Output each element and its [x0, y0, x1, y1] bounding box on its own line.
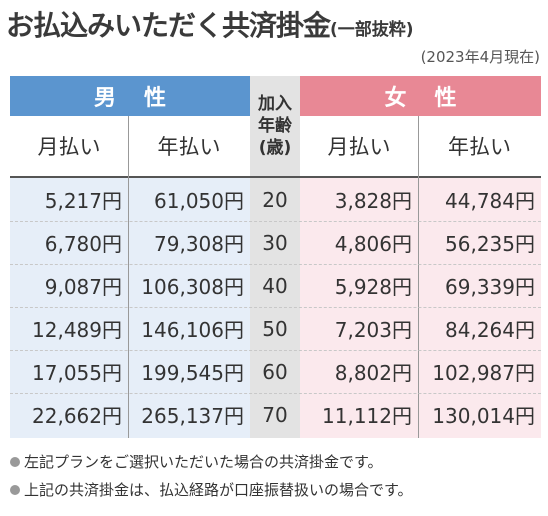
- title-sub: (一部抜粋): [330, 20, 414, 40]
- male-monthly-cell: 17,055円: [32, 361, 122, 385]
- female-header: 女性: [300, 76, 541, 116]
- table-row: 9,087円 106,308円 40 5,928円 69,339円: [10, 264, 541, 307]
- row-divider: [10, 393, 541, 394]
- male-annual-cell: 61,050円: [154, 189, 244, 213]
- divider: [418, 116, 419, 438]
- age-header-line1: 加入: [258, 94, 292, 114]
- age-cell: 30: [262, 230, 288, 255]
- male-annual-cell: 146,106円: [141, 318, 244, 342]
- footnote-text: 左記プランをご選択いただいた場合の共済掛金です。: [24, 453, 383, 471]
- male-header: 男性: [10, 76, 250, 116]
- row-divider: [10, 350, 541, 351]
- male-block: 男性 月払い 年払い: [10, 76, 250, 438]
- age-cell: 70: [262, 402, 288, 427]
- female-monthly-cell: 11,112円: [322, 404, 412, 428]
- table-row: 12,489円 146,106円 50 7,203円 84,264円: [10, 307, 541, 350]
- footnote-text: 上記の共済掛金は、払込経路が口座振替扱いの場合です。: [24, 481, 413, 499]
- male-monthly-cell: 9,087円: [44, 275, 122, 299]
- female-monthly-cell: 5,928円: [334, 275, 412, 299]
- male-annual-cell: 106,308円: [141, 275, 244, 299]
- male-annual-cell: 265,137円: [141, 404, 244, 428]
- row-divider: [10, 307, 541, 308]
- row-divider: [10, 264, 541, 265]
- footnote: 上記の共済掛金は、払込経路が口座振替扱いの場合です。: [10, 476, 413, 504]
- male-monthly-cell: 12,489円: [32, 318, 122, 342]
- male-annual-header: 年払い: [128, 116, 250, 178]
- table-row: 22,662円 265,137円 70 11,112円 130,014円: [10, 393, 541, 436]
- female-monthly-header: 月払い: [300, 116, 418, 178]
- age-cell: 20: [262, 187, 288, 212]
- row-divider: [10, 221, 541, 222]
- age-header: 加入 年齢 (歳): [250, 76, 300, 178]
- female-block: 女性 月払い 年払い: [300, 76, 541, 438]
- female-annual-header: 年払い: [418, 116, 541, 178]
- table-body: 5,217円 61,050円 20 3,828円 44,784円 6,780円 …: [10, 178, 541, 438]
- page-title: お払込みいただく共済掛金(一部抜粋): [6, 4, 414, 44]
- female-monthly-cell: 7,203円: [334, 318, 412, 342]
- male-annual-cell: 79,308円: [154, 232, 244, 256]
- footnote: 左記プランをご選択いただいた場合の共済掛金です。: [10, 448, 413, 476]
- table-row: 5,217円 61,050円 20 3,828円 44,784円: [10, 178, 541, 221]
- male-monthly-cell: 6,780円: [44, 232, 122, 256]
- female-annual-cell: 44,784円: [445, 189, 535, 213]
- table-row: 6,780円 79,308円 30 4,806円 56,235円: [10, 221, 541, 264]
- age-cell: 40: [262, 273, 288, 298]
- female-monthly-cell: 3,828円: [334, 189, 412, 213]
- age-header-line3: (歳): [258, 138, 292, 158]
- bullet-icon: [10, 485, 20, 495]
- age-block: 加入 年齢 (歳): [250, 76, 300, 438]
- premium-table: 男性 月払い 年払い 加入 年齢 (歳) 女性 月払い 年払い 5,217円 6…: [10, 76, 541, 438]
- female-annual-cell: 102,987円: [432, 361, 535, 385]
- female-annual-cell: 69,339円: [445, 275, 535, 299]
- male-monthly-cell: 22,662円: [32, 404, 122, 428]
- female-monthly-cell: 4,806円: [334, 232, 412, 256]
- age-cell: 50: [262, 316, 288, 341]
- divider: [128, 116, 129, 438]
- male-monthly-cell: 5,217円: [44, 189, 122, 213]
- female-annual-cell: 56,235円: [445, 232, 535, 256]
- female-monthly-cell: 8,802円: [334, 361, 412, 385]
- male-annual-cell: 199,545円: [141, 361, 244, 385]
- age-cell: 60: [262, 359, 288, 384]
- female-annual-cell: 130,014円: [432, 404, 535, 428]
- as-of-date: (2023年4月現在): [420, 48, 540, 66]
- bullet-icon: [10, 457, 20, 467]
- title-main: お払込みいただく共済掛金: [6, 9, 331, 42]
- female-annual-cell: 84,264円: [445, 318, 535, 342]
- footnotes: 左記プランをご選択いただいた場合の共済掛金です。 上記の共済掛金は、払込経路が口…: [10, 448, 413, 504]
- table-row: 17,055円 199,545円 60 8,802円 102,987円: [10, 350, 541, 393]
- age-header-line2: 年齢: [258, 116, 292, 136]
- male-monthly-header: 月払い: [10, 116, 128, 178]
